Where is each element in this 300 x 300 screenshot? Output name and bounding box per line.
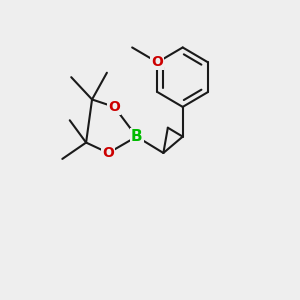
Text: B: B [131,129,142,144]
Text: O: O [152,55,164,69]
Text: O: O [108,100,120,114]
Text: O: O [103,146,114,160]
